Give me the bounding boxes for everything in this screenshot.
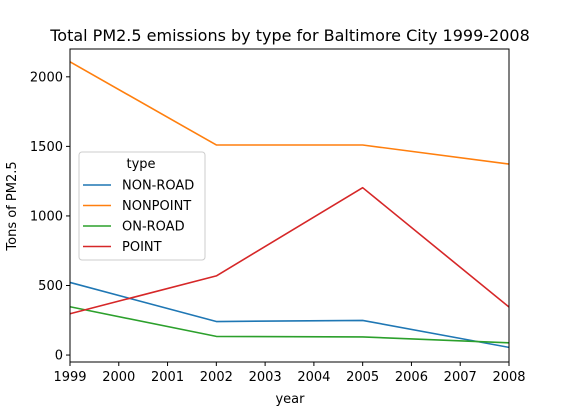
series-line-on-road bbox=[69, 305, 510, 344]
legend-title: type bbox=[126, 157, 155, 172]
legend-box bbox=[78, 151, 206, 261]
x-tick-label: 2007 bbox=[444, 370, 477, 385]
chart-title: Total PM2.5 emissions by type for Baltim… bbox=[49, 26, 530, 45]
legend-label-point: POINT bbox=[122, 240, 162, 255]
x-tick-label: 2002 bbox=[200, 370, 233, 385]
x-tick-label: 1999 bbox=[53, 370, 86, 385]
legend: type NON-ROAD NONPOINT ON-ROAD POINT bbox=[78, 151, 206, 261]
x-axis-label: year bbox=[275, 392, 305, 407]
x-tick-label: 2000 bbox=[102, 370, 135, 385]
legend-label-nonpoint: NONPOINT bbox=[122, 199, 191, 214]
y-tick-label: 1000 bbox=[30, 209, 63, 224]
x-tick-label: 2004 bbox=[297, 370, 330, 385]
series-line-point bbox=[69, 186, 510, 315]
x-tick-label: 2008 bbox=[492, 370, 525, 385]
plot-area bbox=[69, 61, 510, 349]
axes: 1999 2000 2001 2002 2003 2004 2005 2006 2007 2008… bbox=[30, 48, 526, 385]
y-tick-label: 1500 bbox=[30, 140, 63, 155]
y-tick-label: 2000 bbox=[30, 70, 63, 85]
legend-label-non-road: NON-ROAD bbox=[122, 179, 194, 194]
x-tick-label: 2005 bbox=[346, 370, 379, 385]
x-tick-label: 2003 bbox=[249, 370, 282, 385]
plot-frame bbox=[69, 48, 510, 363]
x-tick-label: 2006 bbox=[395, 370, 428, 385]
legend-label-on-road: ON-ROAD bbox=[122, 220, 185, 235]
series-line-nonpoint bbox=[69, 61, 510, 165]
y-tick-label: 0 bbox=[55, 349, 63, 364]
series-line-non-road bbox=[69, 281, 510, 349]
x-tick-label: 2001 bbox=[151, 370, 184, 385]
y-tick-label: 500 bbox=[38, 279, 63, 294]
y-axis-label: Tons of PM2.5 bbox=[5, 161, 20, 251]
